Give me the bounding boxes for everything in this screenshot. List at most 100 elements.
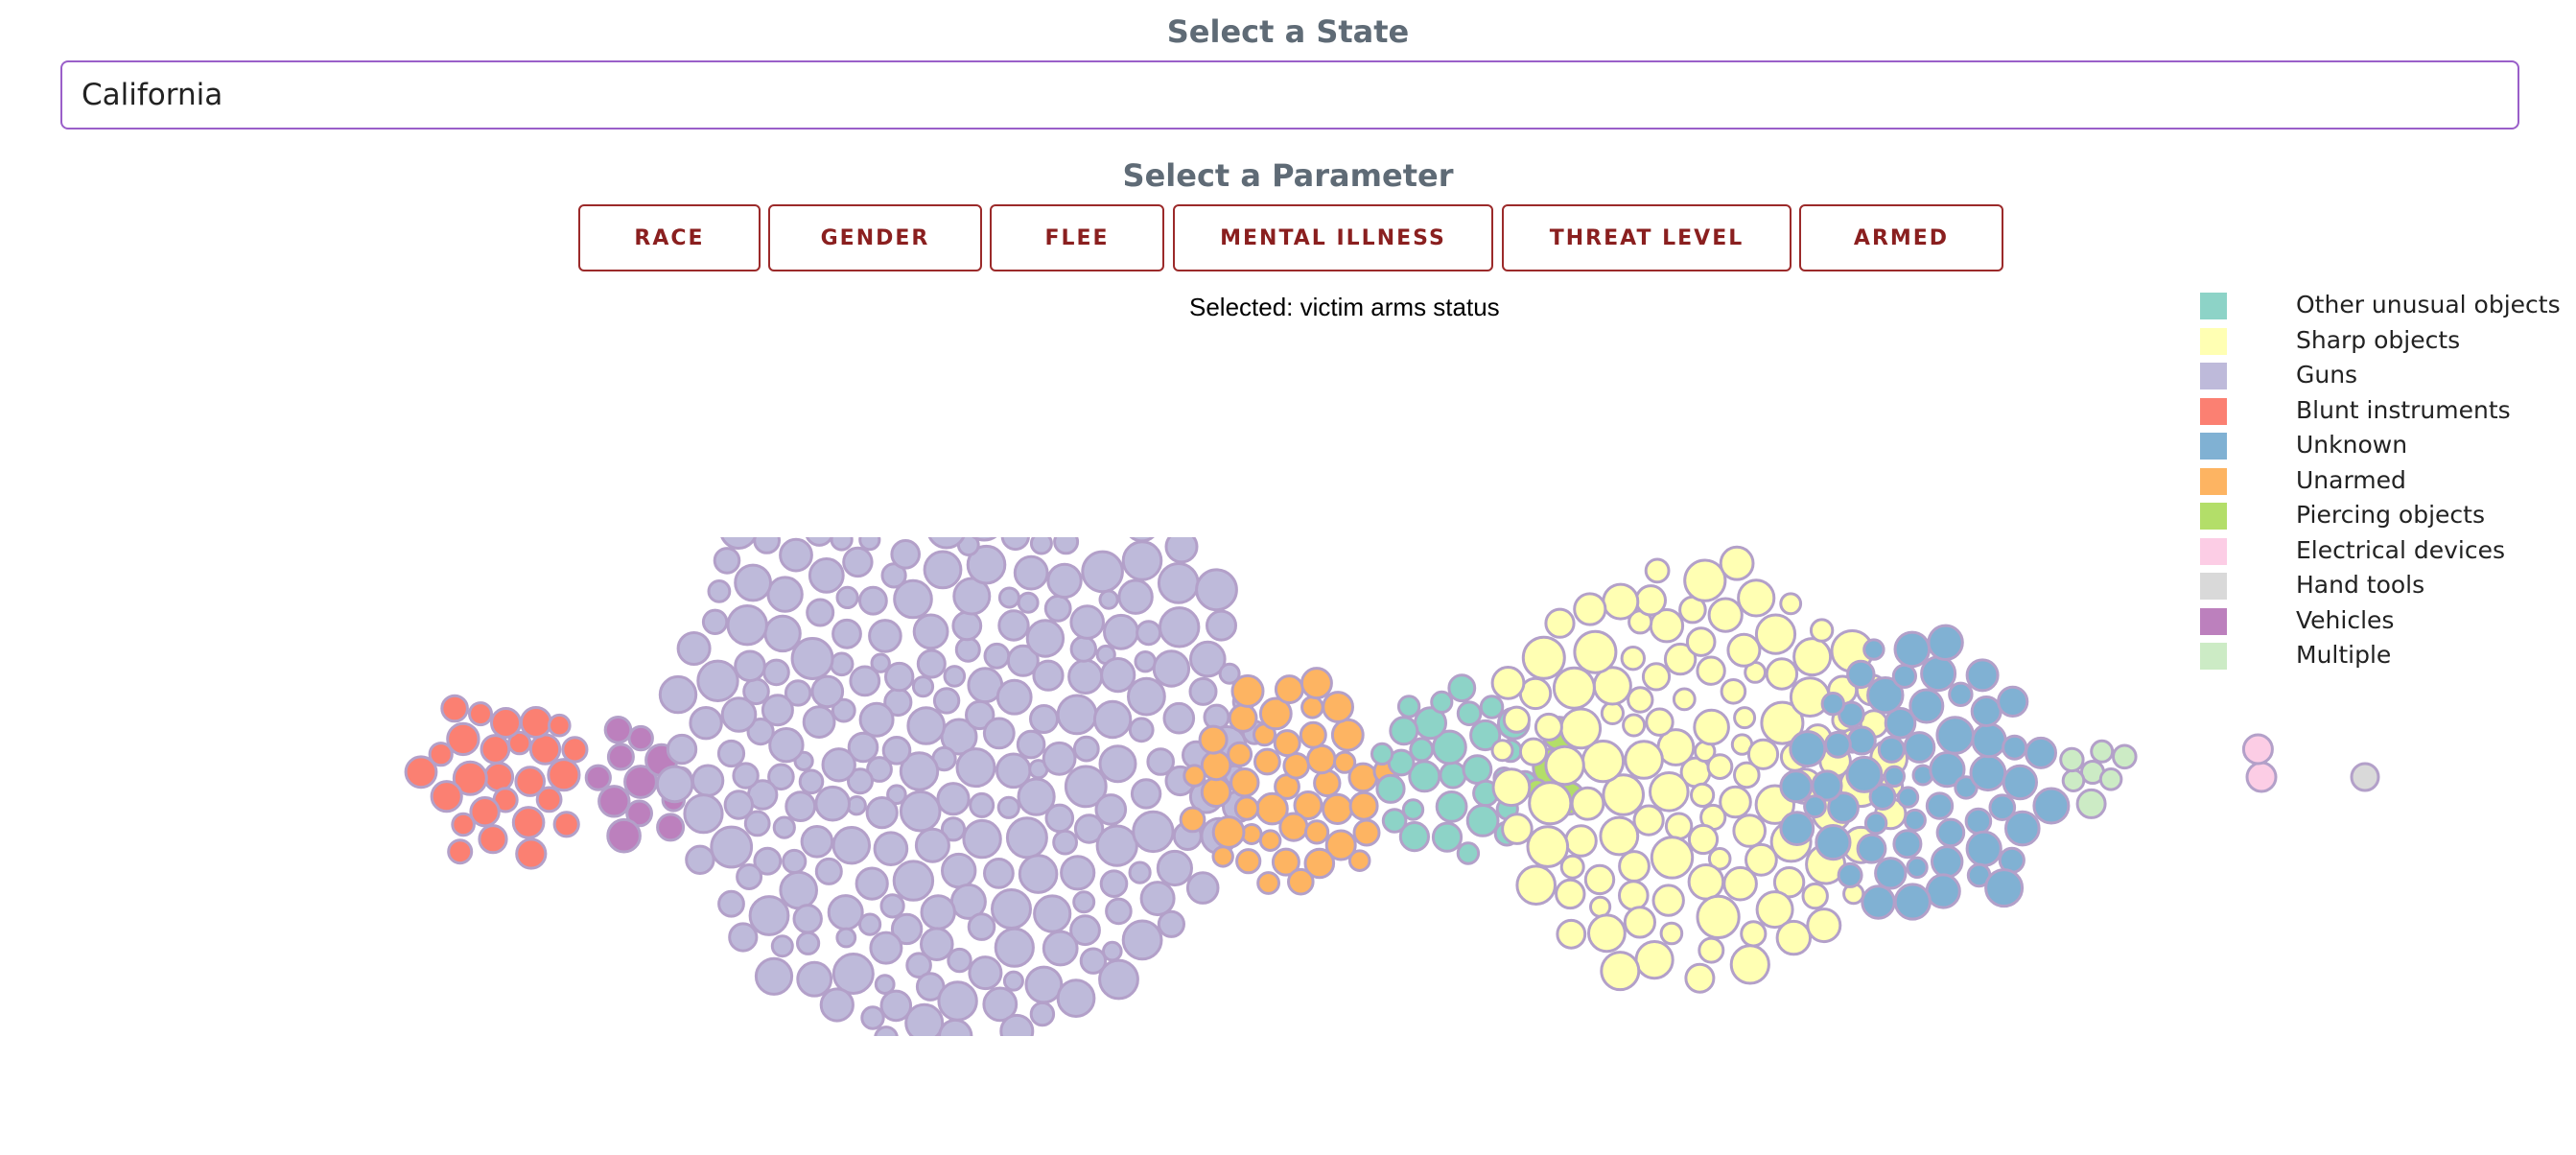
bubble[interactable] (1863, 811, 1888, 836)
bubble[interactable] (606, 817, 642, 854)
bubble[interactable] (874, 974, 896, 996)
bubble[interactable] (1729, 944, 1770, 985)
bubble[interactable] (1300, 667, 1333, 700)
bubble[interactable] (404, 755, 438, 790)
bubble[interactable] (1401, 798, 1425, 821)
bubble[interactable] (904, 1002, 945, 1036)
bubble[interactable] (627, 724, 654, 752)
bubble[interactable] (1877, 735, 1906, 764)
bubble[interactable] (478, 824, 508, 855)
bubble[interactable] (995, 678, 1033, 716)
bubble[interactable] (753, 846, 783, 876)
bubble[interactable] (1720, 678, 1747, 705)
bubble[interactable] (1102, 940, 1123, 962)
bubble[interactable] (884, 661, 915, 693)
bubble[interactable] (858, 701, 895, 738)
bubble[interactable] (920, 927, 954, 962)
bubble[interactable] (1884, 707, 1917, 740)
bubble[interactable] (1573, 629, 1618, 674)
bubble[interactable] (849, 665, 881, 697)
bubble[interactable] (865, 796, 899, 830)
bubble[interactable] (1518, 737, 1549, 766)
bubble[interactable] (1883, 765, 1907, 789)
bubble[interactable] (1845, 755, 1884, 793)
bubble[interactable] (1948, 681, 1974, 708)
bubble[interactable] (1125, 537, 1159, 543)
bubble[interactable] (1005, 816, 1048, 860)
bubble[interactable] (1136, 620, 1162, 647)
bubble[interactable] (726, 604, 768, 647)
bubble[interactable] (1931, 845, 1964, 879)
bubble[interactable] (1719, 545, 1755, 581)
bubble[interactable] (1271, 847, 1300, 877)
bubble[interactable] (1663, 642, 1698, 676)
bubble[interactable] (1099, 869, 1129, 899)
bubble[interactable] (1333, 750, 1357, 774)
bubble[interactable] (1206, 609, 1237, 642)
bubble[interactable] (779, 870, 819, 910)
bubble[interactable] (879, 989, 913, 1023)
bubble[interactable] (507, 730, 532, 756)
bubble[interactable] (1033, 894, 1072, 933)
bubble[interactable] (1156, 849, 1194, 887)
bubble[interactable] (1152, 649, 1191, 688)
bubble[interactable] (1809, 618, 1835, 643)
bubble[interactable] (968, 955, 1003, 991)
bubble[interactable] (1056, 978, 1096, 1019)
bubble[interactable] (890, 538, 922, 570)
bubble[interactable] (881, 736, 912, 766)
bubble[interactable] (683, 793, 724, 835)
bubble[interactable] (1032, 659, 1065, 692)
bubble[interactable] (1188, 676, 1218, 706)
bubble[interactable] (927, 537, 966, 550)
bubble[interactable] (766, 576, 804, 613)
bubble[interactable] (1971, 722, 2007, 759)
bubble[interactable] (1274, 674, 1304, 705)
bubble[interactable] (1602, 582, 1640, 621)
bubble[interactable] (1157, 909, 1186, 938)
bubble[interactable] (874, 1025, 899, 1036)
bubble[interactable] (1043, 594, 1072, 623)
bubble[interactable] (1534, 712, 1563, 742)
bubble[interactable] (1282, 752, 1310, 780)
bubble[interactable] (2032, 787, 2071, 825)
bubble[interactable] (1017, 777, 1056, 816)
bubble[interactable] (2075, 788, 2107, 819)
bubble[interactable] (655, 765, 694, 804)
bubble[interactable] (1602, 773, 1645, 816)
bubble[interactable] (1874, 857, 1908, 890)
bubble[interactable] (1029, 537, 1053, 555)
bubble[interactable] (1789, 730, 1827, 768)
bubble[interactable] (447, 838, 474, 865)
bubble[interactable] (830, 537, 854, 552)
bubble[interactable] (1760, 700, 1805, 745)
bubble[interactable] (1649, 770, 1690, 813)
bubble[interactable] (1465, 804, 1500, 837)
bubble[interactable] (1866, 676, 1905, 715)
bubble[interactable] (996, 795, 1020, 819)
bubble[interactable] (1698, 936, 1725, 964)
bubble[interactable] (890, 912, 924, 946)
bubble[interactable] (1925, 873, 1961, 909)
bubble[interactable] (1515, 864, 1557, 907)
bubble[interactable] (1641, 662, 1672, 692)
bubble[interactable] (710, 825, 754, 869)
bubble[interactable] (1293, 790, 1323, 820)
bubble[interactable] (1029, 1001, 1056, 1027)
bubble[interactable] (869, 931, 903, 965)
bubble[interactable] (1552, 666, 1596, 710)
bubble[interactable] (748, 895, 790, 936)
bubble[interactable] (658, 674, 698, 715)
bubble[interactable] (1069, 914, 1101, 947)
bubble[interactable] (1521, 635, 1566, 680)
bubble[interactable] (800, 825, 834, 859)
bubble[interactable] (892, 860, 935, 902)
bubble[interactable] (858, 585, 888, 616)
bubble[interactable] (1925, 791, 1955, 820)
bubble[interactable] (1970, 695, 2002, 727)
bubble[interactable] (2025, 736, 2057, 769)
bubble[interactable] (954, 636, 981, 663)
bubble[interactable] (1690, 782, 1716, 808)
bubble[interactable] (1644, 557, 1671, 584)
bubble[interactable] (831, 697, 856, 723)
